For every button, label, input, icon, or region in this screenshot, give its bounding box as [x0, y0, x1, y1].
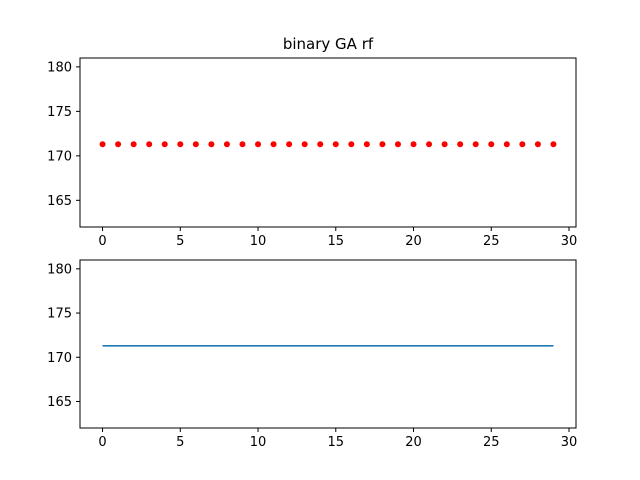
x-tick-label: 30: [561, 234, 578, 249]
x-tick-label: 5: [176, 234, 184, 249]
data-point: [457, 141, 464, 148]
data-point: [534, 141, 541, 148]
y-tick-label: 165: [47, 395, 72, 410]
data-point: [239, 141, 246, 148]
y-tick-label: 175: [47, 105, 72, 120]
x-tick-label: 25: [483, 435, 500, 450]
data-point: [394, 141, 401, 148]
scatter-plot: 0 5 10 15 20 25 30 165 170 175 180: [47, 57, 578, 249]
data-point: [348, 141, 355, 148]
data-point: [472, 141, 479, 148]
y-tick-label: 170: [47, 351, 72, 366]
data-point: [270, 141, 277, 148]
data-point: [115, 141, 122, 148]
y-tick-label: 175: [47, 307, 72, 322]
x-tick-label: 0: [98, 234, 106, 249]
axes-frame: [79, 259, 577, 429]
data-point: [379, 141, 386, 148]
x-tick-label: 10: [250, 435, 267, 450]
x-tick-label: 15: [328, 435, 345, 450]
y-tick-label: 180: [47, 262, 72, 277]
data-point: [301, 141, 308, 148]
data-point: [255, 141, 262, 148]
line-plot: 0 5 10 15 20 25 30 165 170 175 180: [47, 259, 578, 450]
x-tick-label: 20: [405, 435, 422, 450]
data-point: [317, 141, 324, 148]
data-point: [192, 141, 199, 148]
data-point: [519, 141, 526, 148]
data-point: [223, 141, 230, 148]
data-point: [488, 141, 495, 148]
data-point: [99, 141, 106, 148]
data-point: [332, 141, 339, 148]
data-point: [161, 141, 168, 148]
data-point: [130, 141, 137, 148]
axes-frame: [79, 57, 577, 228]
y-tick-label: 165: [47, 194, 72, 209]
data-point: [146, 141, 153, 148]
data-point: [208, 141, 215, 148]
x-tick-label: 0: [98, 435, 106, 450]
data-point: [503, 141, 510, 148]
chart-title: binary GA rf: [283, 35, 374, 53]
y-tick-label: 170: [47, 149, 72, 164]
data-point: [286, 141, 293, 148]
y-tick-label: 180: [47, 60, 72, 75]
x-tick-label: 25: [483, 234, 500, 249]
x-tick-label: 10: [250, 234, 267, 249]
x-tick-label: 20: [405, 234, 422, 249]
data-point: [410, 141, 417, 148]
x-tick-label: 15: [328, 234, 345, 249]
x-tick-label: 30: [561, 435, 578, 450]
data-point: [363, 141, 370, 148]
x-tick-label: 5: [176, 435, 184, 450]
data-point: [426, 141, 433, 148]
data-point: [550, 141, 557, 148]
data-point: [177, 141, 184, 148]
data-point: [441, 141, 448, 148]
